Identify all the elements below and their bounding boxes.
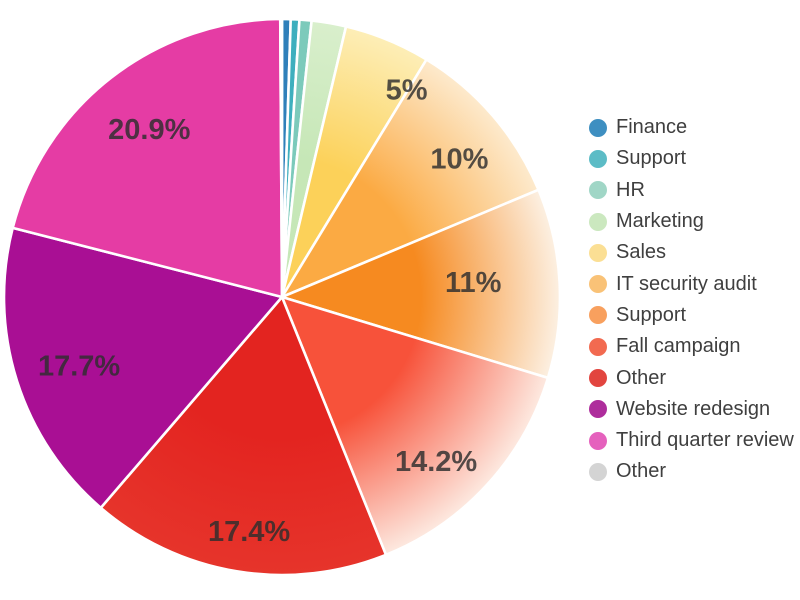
legend-label: Other (616, 366, 667, 389)
legend-label: Fall campaign (616, 335, 741, 358)
pie-slice[interactable] (2, 226, 284, 510)
legend-swatch (589, 212, 607, 231)
slice-percent-label: 14.2% (395, 446, 477, 478)
legend-label: Marketing (616, 210, 704, 233)
legend-item[interactable]: Sales (589, 237, 794, 268)
legend-swatch (589, 118, 607, 137)
chart-legend: Finance Support HR Marketing Sales IT securit… (589, 112, 794, 488)
pie-slice[interactable] (11, 17, 284, 299)
legend-label: Other (616, 460, 667, 483)
legend-item[interactable]: Fall campaign (589, 331, 794, 362)
legend-swatch (589, 181, 607, 200)
legend-item[interactable]: Marketing (589, 206, 794, 237)
legend-item[interactable]: Finance (589, 112, 794, 143)
legend-label: Sales (616, 241, 667, 264)
legend-item[interactable]: Other (589, 362, 794, 393)
legend-swatch (589, 337, 607, 356)
legend-label: Third quarter review (616, 429, 794, 452)
legend-label: Support (616, 147, 687, 170)
legend-item[interactable]: Website redesign (589, 394, 794, 425)
slice-percent-label: 17.7% (38, 350, 120, 382)
legend-swatch (589, 462, 607, 481)
legend-item[interactable]: Support (589, 143, 794, 174)
pie-slice[interactable] (280, 58, 540, 299)
legend-label: IT security audit (616, 272, 757, 295)
legend-swatch (589, 306, 607, 325)
legend-swatch (589, 149, 607, 168)
legend-label: Website redesign (616, 397, 771, 420)
legend-swatch (589, 400, 607, 419)
pie-slice[interactable] (99, 295, 388, 577)
legend-label: Finance (616, 116, 688, 139)
slice-percent-label: 10% (430, 143, 488, 175)
legend-swatch (589, 431, 607, 450)
slice-percent-label: 11% (445, 267, 502, 299)
slice-percent-label: 5% (386, 75, 428, 107)
legend-item[interactable]: Other (589, 456, 794, 487)
legend-swatch (589, 369, 607, 388)
pie-labels-group: 5% 10% 11% 14.2% 17.4% 17.7% 20.9% (38, 75, 502, 548)
pie-slice[interactable] (280, 295, 550, 557)
legend-item[interactable]: IT security audit (589, 268, 794, 299)
legend-item[interactable]: HR (589, 175, 794, 206)
pie-slice[interactable] (280, 188, 562, 380)
legend-label: HR (616, 178, 645, 201)
pie-slice[interactable] (278, 17, 284, 299)
legend-item[interactable]: Support (589, 300, 794, 331)
pie-slices-group (2, 17, 562, 577)
legend-swatch (589, 243, 607, 262)
legend-item[interactable]: Third quarter review (589, 425, 794, 456)
legend-label: Support (616, 303, 687, 326)
slice-percent-label: 17.4% (208, 516, 290, 548)
legend-swatch (589, 275, 607, 294)
slice-percent-label: 20.9% (108, 114, 190, 146)
